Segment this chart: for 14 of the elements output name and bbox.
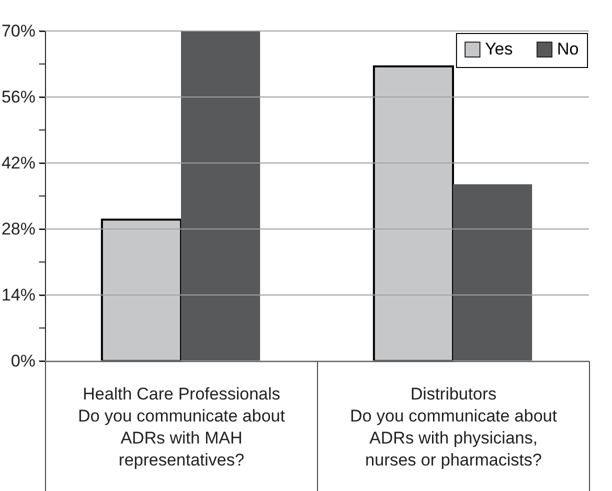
x-tick-label: Distributors Do you communicate about ADRs with physicians, nurses or pharmacists? — [350, 384, 558, 470]
bar — [181, 31, 260, 361]
bar — [372, 65, 454, 362]
legend-label: No — [557, 40, 579, 59]
y-tick-label: 56% — [1, 88, 36, 106]
y-tick-label: 42% — [1, 154, 36, 172]
x-tick-label: Health Care Professionals Do you communicate about ADRs with MAH representatives? — [78, 384, 286, 470]
y-tick-label: 0% — [10, 352, 36, 370]
y-tick-label: 70% — [1, 22, 36, 40]
bar — [453, 184, 532, 361]
bar — [100, 218, 182, 362]
y-tick-label: 14% — [1, 286, 36, 304]
legend-label: Yes — [485, 40, 513, 59]
y-tick-label: 28% — [1, 220, 36, 238]
